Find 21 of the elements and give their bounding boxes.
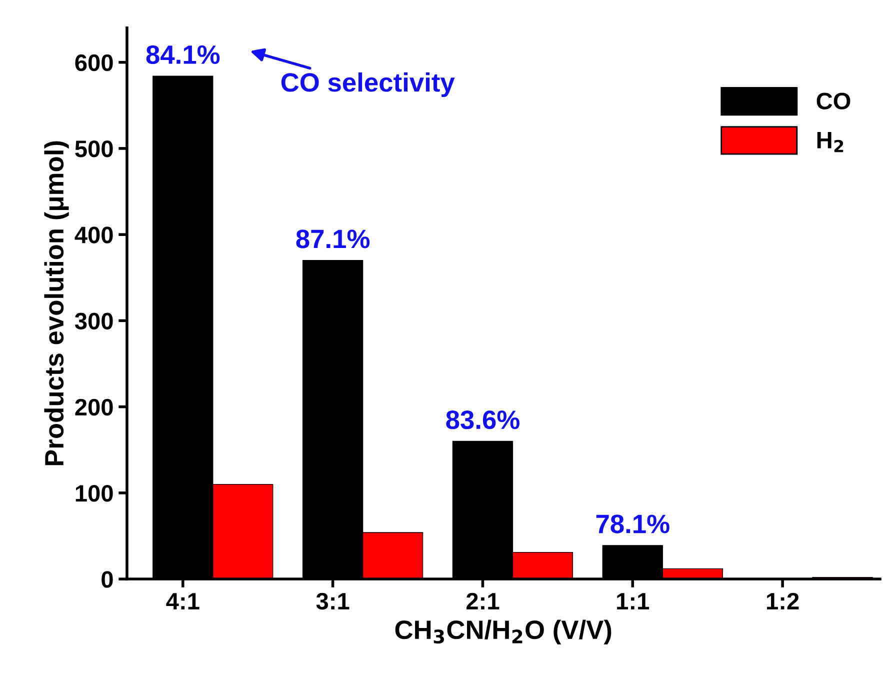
- y-tick-label: 400: [74, 226, 113, 244]
- y-tick-label: 500: [75, 140, 113, 158]
- y-tick-label: 300: [74, 312, 113, 330]
- x-tick-label: 4:1: [166, 593, 200, 610]
- annotation: 84.1%: [146, 45, 220, 64]
- x-tick-label: 3:1: [316, 592, 350, 610]
- y-tick-label: 0: [102, 571, 113, 588]
- annotation: CO selectivity: [281, 72, 455, 98]
- annotation: 78.1%: [596, 514, 670, 534]
- y-axis-title: Products evolution (μmol): [44, 141, 69, 466]
- legend-label: H$_{2}$: [817, 132, 844, 152]
- annotation: 83.6%: [446, 410, 520, 430]
- y-tick-label: 200: [75, 398, 113, 416]
- x-tick-label: 1:1: [617, 593, 650, 610]
- x-tick-label: 2:1: [466, 592, 500, 610]
- x-tick-label: 1:2: [766, 592, 799, 610]
- y-tick-label: 100: [76, 484, 113, 502]
- y-tick-label: 600: [75, 54, 113, 72]
- legend-label: CO: [816, 92, 850, 110]
- annotation: 87.1%: [296, 230, 370, 248]
- x-axis-title: CH$_{3}$CN/H$_{2}$O (V/V): [395, 620, 612, 644]
